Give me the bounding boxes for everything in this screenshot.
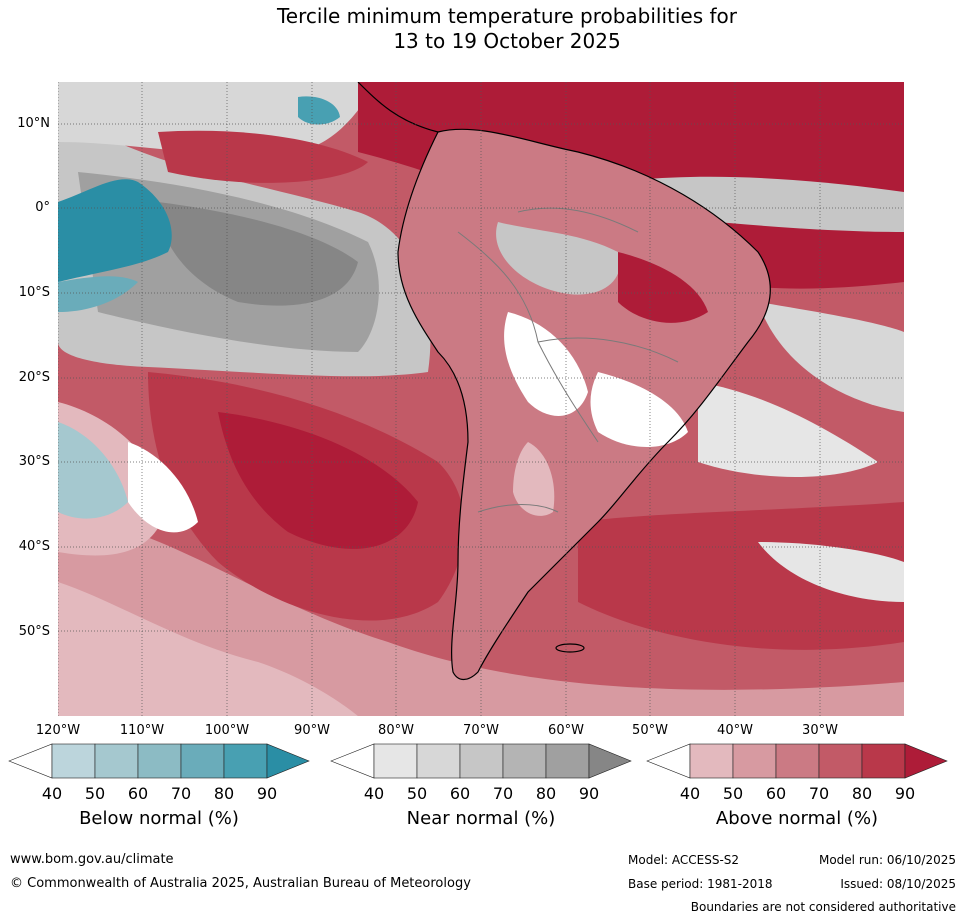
colorbar-below-swatch-3 xyxy=(137,743,182,779)
issued-text: Issued: 08/10/2025 xyxy=(840,877,956,891)
region-southwest-pale xyxy=(58,582,358,716)
continent-south-america xyxy=(398,129,771,680)
lat-label: 20°S xyxy=(18,370,50,385)
colorbar-below-tick: 80 xyxy=(213,784,235,803)
region-equatorial-darkest xyxy=(158,202,358,306)
colorbar-below-swatch-4 xyxy=(180,743,225,779)
website-link[interactable]: www.bom.gov.au/climate xyxy=(10,852,174,867)
colorbar-above-tick: 70 xyxy=(808,784,830,803)
colorbar-near-tick: 50 xyxy=(406,784,428,803)
colorbar-above-swatch-2 xyxy=(732,743,777,779)
colorbar-above-normal xyxy=(646,743,948,779)
lon-label: 80°W xyxy=(378,723,414,738)
region-west-white xyxy=(128,442,198,533)
probability-map xyxy=(58,82,904,716)
lon-label: 120°W xyxy=(35,723,81,738)
colorbar-above-tick: 50 xyxy=(722,784,744,803)
graticule xyxy=(58,82,904,716)
lat-label: 40°S xyxy=(18,539,50,554)
colorbar-below-tick: 40 xyxy=(41,784,63,803)
colorbar-near-swatch-5 xyxy=(545,743,590,779)
colorbar-below-tick: 50 xyxy=(84,784,106,803)
colorbar-above-tick: 60 xyxy=(765,784,787,803)
model-run-text: Model run: 06/10/2025 xyxy=(818,853,956,867)
chart-title: Tercile minimum temperature probabilitie… xyxy=(0,4,965,54)
colorbar-near-swatch-6 xyxy=(588,743,632,779)
colorbar-near-tick: 60 xyxy=(449,784,471,803)
base-period-text: Base period: 1981-2018 xyxy=(628,877,773,891)
colorbar-near-swatch-0 xyxy=(330,743,375,779)
lon-label: 30°W xyxy=(802,723,838,738)
region-southatlantic-grey xyxy=(758,542,904,602)
lat-label: 10°S xyxy=(18,285,50,300)
lat-label: 30°S xyxy=(18,454,50,469)
colorbar-near-swatch-1 xyxy=(373,743,418,779)
disclaimer-text: Boundaries are not considered authoritat… xyxy=(690,900,956,914)
colorbar-above-swatch-0 xyxy=(646,743,691,779)
colorbar-above-tick: 80 xyxy=(851,784,873,803)
colorbar-below-swatch-5 xyxy=(223,743,268,779)
colorbar-near-normal xyxy=(330,743,632,779)
colorbar-below-tick: 70 xyxy=(170,784,192,803)
colorbar-below-label: Below normal (%) xyxy=(79,808,239,829)
colorbar-near-tick: 40 xyxy=(363,784,385,803)
colorbar-near-swatch-2 xyxy=(416,743,461,779)
region-teal-edge xyxy=(58,276,138,312)
region-teal-core xyxy=(58,179,172,282)
region-argentina-pale xyxy=(513,442,555,516)
colorbar-above-swatch-1 xyxy=(689,743,734,779)
colorbar-below-swatch-2 xyxy=(94,743,139,779)
region-atlantic-east-grey xyxy=(758,302,904,412)
copyright-text: © Commonwealth of Australia 2025, Austra… xyxy=(10,876,471,891)
colorbar-above-swatch-6 xyxy=(904,743,948,779)
region-atlantic-south-grey xyxy=(698,382,878,477)
region-west-teal xyxy=(58,422,128,519)
colorbar-near-swatch-4 xyxy=(502,743,547,779)
colorbar-near-swatch-3 xyxy=(459,743,504,779)
title-line-2: 13 to 19 October 2025 xyxy=(393,29,621,53)
colorbar-above-swatch-3 xyxy=(775,743,820,779)
region-paraguay-white xyxy=(590,372,688,447)
colorbar-above-tick: 90 xyxy=(894,784,916,803)
colorbar-above-label: Above normal (%) xyxy=(715,808,879,829)
country-boundaries xyxy=(457,207,679,513)
region-north-teal xyxy=(298,96,340,125)
colorbar-below-swatch-6 xyxy=(266,743,310,779)
colorbar-near-tick: 80 xyxy=(535,784,557,803)
region-southpacific-core xyxy=(218,412,418,549)
region-south-pale xyxy=(58,512,904,716)
region-southatlantic-red xyxy=(578,502,904,650)
colorbar-above-swatch-4 xyxy=(818,743,863,779)
region-brazil-red xyxy=(618,252,708,323)
lat-label: 10°N xyxy=(17,116,50,131)
colorbar-above-swatch-5 xyxy=(861,743,906,779)
colorbar-near-tick: 90 xyxy=(578,784,600,803)
coastline xyxy=(397,128,771,681)
lon-label: 40°W xyxy=(717,723,753,738)
colorbar-below-swatch-1 xyxy=(51,743,96,779)
lon-label: 90°W xyxy=(294,723,330,738)
map-svg xyxy=(58,82,904,716)
lon-label: 60°W xyxy=(548,723,584,738)
region-amazon-grey xyxy=(496,222,620,295)
lon-label: 110°W xyxy=(119,723,165,738)
falkland-islands xyxy=(555,643,585,653)
region-bolivia-white xyxy=(504,312,588,416)
region-north-red xyxy=(158,130,368,183)
model-text: Model: ACCESS-S2 xyxy=(628,853,740,867)
colorbar-below-normal xyxy=(8,743,310,779)
colorbar-above-tick: 40 xyxy=(679,784,701,803)
lat-label: 0° xyxy=(35,200,50,215)
title-line-1: Tercile minimum temperature probabilitie… xyxy=(276,4,738,28)
coastline-central-america xyxy=(357,82,439,133)
colorbar-below-tick: 90 xyxy=(256,784,278,803)
colorbar-below-swatch-0 xyxy=(8,743,53,779)
colorbar-below-tick: 60 xyxy=(127,784,149,803)
lon-label: 100°W xyxy=(204,723,250,738)
lon-label: 70°W xyxy=(463,723,499,738)
colorbar-near-tick: 70 xyxy=(492,784,514,803)
lon-label: 50°W xyxy=(632,723,668,738)
colorbar-near-label: Near normal (%) xyxy=(406,808,556,829)
lat-label: 50°S xyxy=(18,624,50,639)
